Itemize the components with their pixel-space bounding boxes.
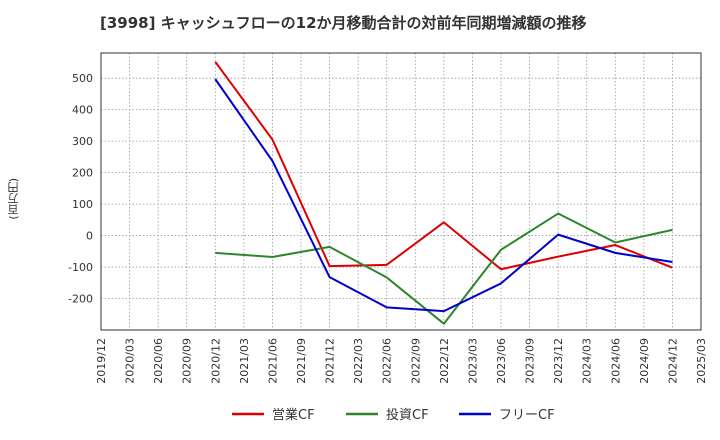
y-tick-label: 400 bbox=[72, 104, 93, 117]
x-tick-label: 2024/12 bbox=[666, 338, 679, 384]
x-tick-label: 2020/12 bbox=[209, 338, 222, 384]
legend-label: フリーCF bbox=[499, 408, 555, 423]
x-tick-labels: 2019/12 2020/03 2020/06 2020/09 2020/12 2021/… bbox=[95, 338, 708, 384]
series-line bbox=[214, 61, 673, 271]
x-tick-label: 2021/09 bbox=[295, 338, 308, 384]
x-tick-label: 2023/12 bbox=[552, 338, 565, 384]
y-tick-label: -200 bbox=[68, 293, 93, 306]
series-line bbox=[215, 212, 673, 325]
y-tick-label: -100 bbox=[68, 261, 93, 274]
series-lines bbox=[214, 61, 673, 325]
legend: 営業CF 投資CF フリーCF bbox=[232, 407, 555, 423]
plot-area bbox=[101, 53, 701, 330]
x-tick-label: 2023/06 bbox=[495, 338, 508, 384]
y-tick-label: 300 bbox=[72, 135, 93, 148]
x-tick-label: 2022/06 bbox=[381, 338, 394, 384]
x-tick-label: 2025/03 bbox=[695, 338, 708, 384]
x-tick-label: 2023/09 bbox=[524, 338, 537, 384]
x-tick-label: 2024/06 bbox=[609, 338, 622, 384]
legend-label: 営業CF bbox=[272, 407, 315, 423]
x-tick-label: 2021/03 bbox=[238, 338, 251, 384]
plot-frame bbox=[100, 52, 702, 331]
x-tick-label: 2019/12 bbox=[95, 338, 108, 384]
legend-label: 投資CF bbox=[386, 407, 429, 423]
axes bbox=[100, 52, 702, 331]
y-tick-label: 100 bbox=[72, 198, 93, 211]
x-tick-label: 2020/03 bbox=[124, 338, 137, 384]
y-tick-label: 0 bbox=[86, 230, 93, 243]
chart-title: [3998] キャッシュフローの12か月移動合計の対前年同期増減額の推移 bbox=[100, 14, 587, 32]
y-tick-label: 200 bbox=[72, 167, 93, 180]
y-tick-label: 500 bbox=[72, 72, 93, 85]
x-tick-label: 2022/03 bbox=[352, 338, 365, 384]
x-tick-label: 2020/09 bbox=[181, 338, 194, 384]
x-tick-label: 2022/12 bbox=[438, 338, 451, 384]
y-tick-labels: 500 400 300 200 100 0 -100 -200 bbox=[68, 72, 93, 305]
x-tick-label: 2021/06 bbox=[266, 338, 279, 384]
x-tick-label: 2021/12 bbox=[324, 338, 337, 384]
plot-background bbox=[101, 53, 701, 330]
x-tick-label: 2024/09 bbox=[638, 338, 651, 384]
x-tick-label: 2023/03 bbox=[466, 338, 479, 384]
x-tick-label: 2024/03 bbox=[581, 338, 594, 384]
series-line bbox=[214, 78, 673, 313]
x-tick-label: 2022/09 bbox=[409, 338, 422, 384]
x-tick-label: 2020/06 bbox=[152, 338, 165, 384]
